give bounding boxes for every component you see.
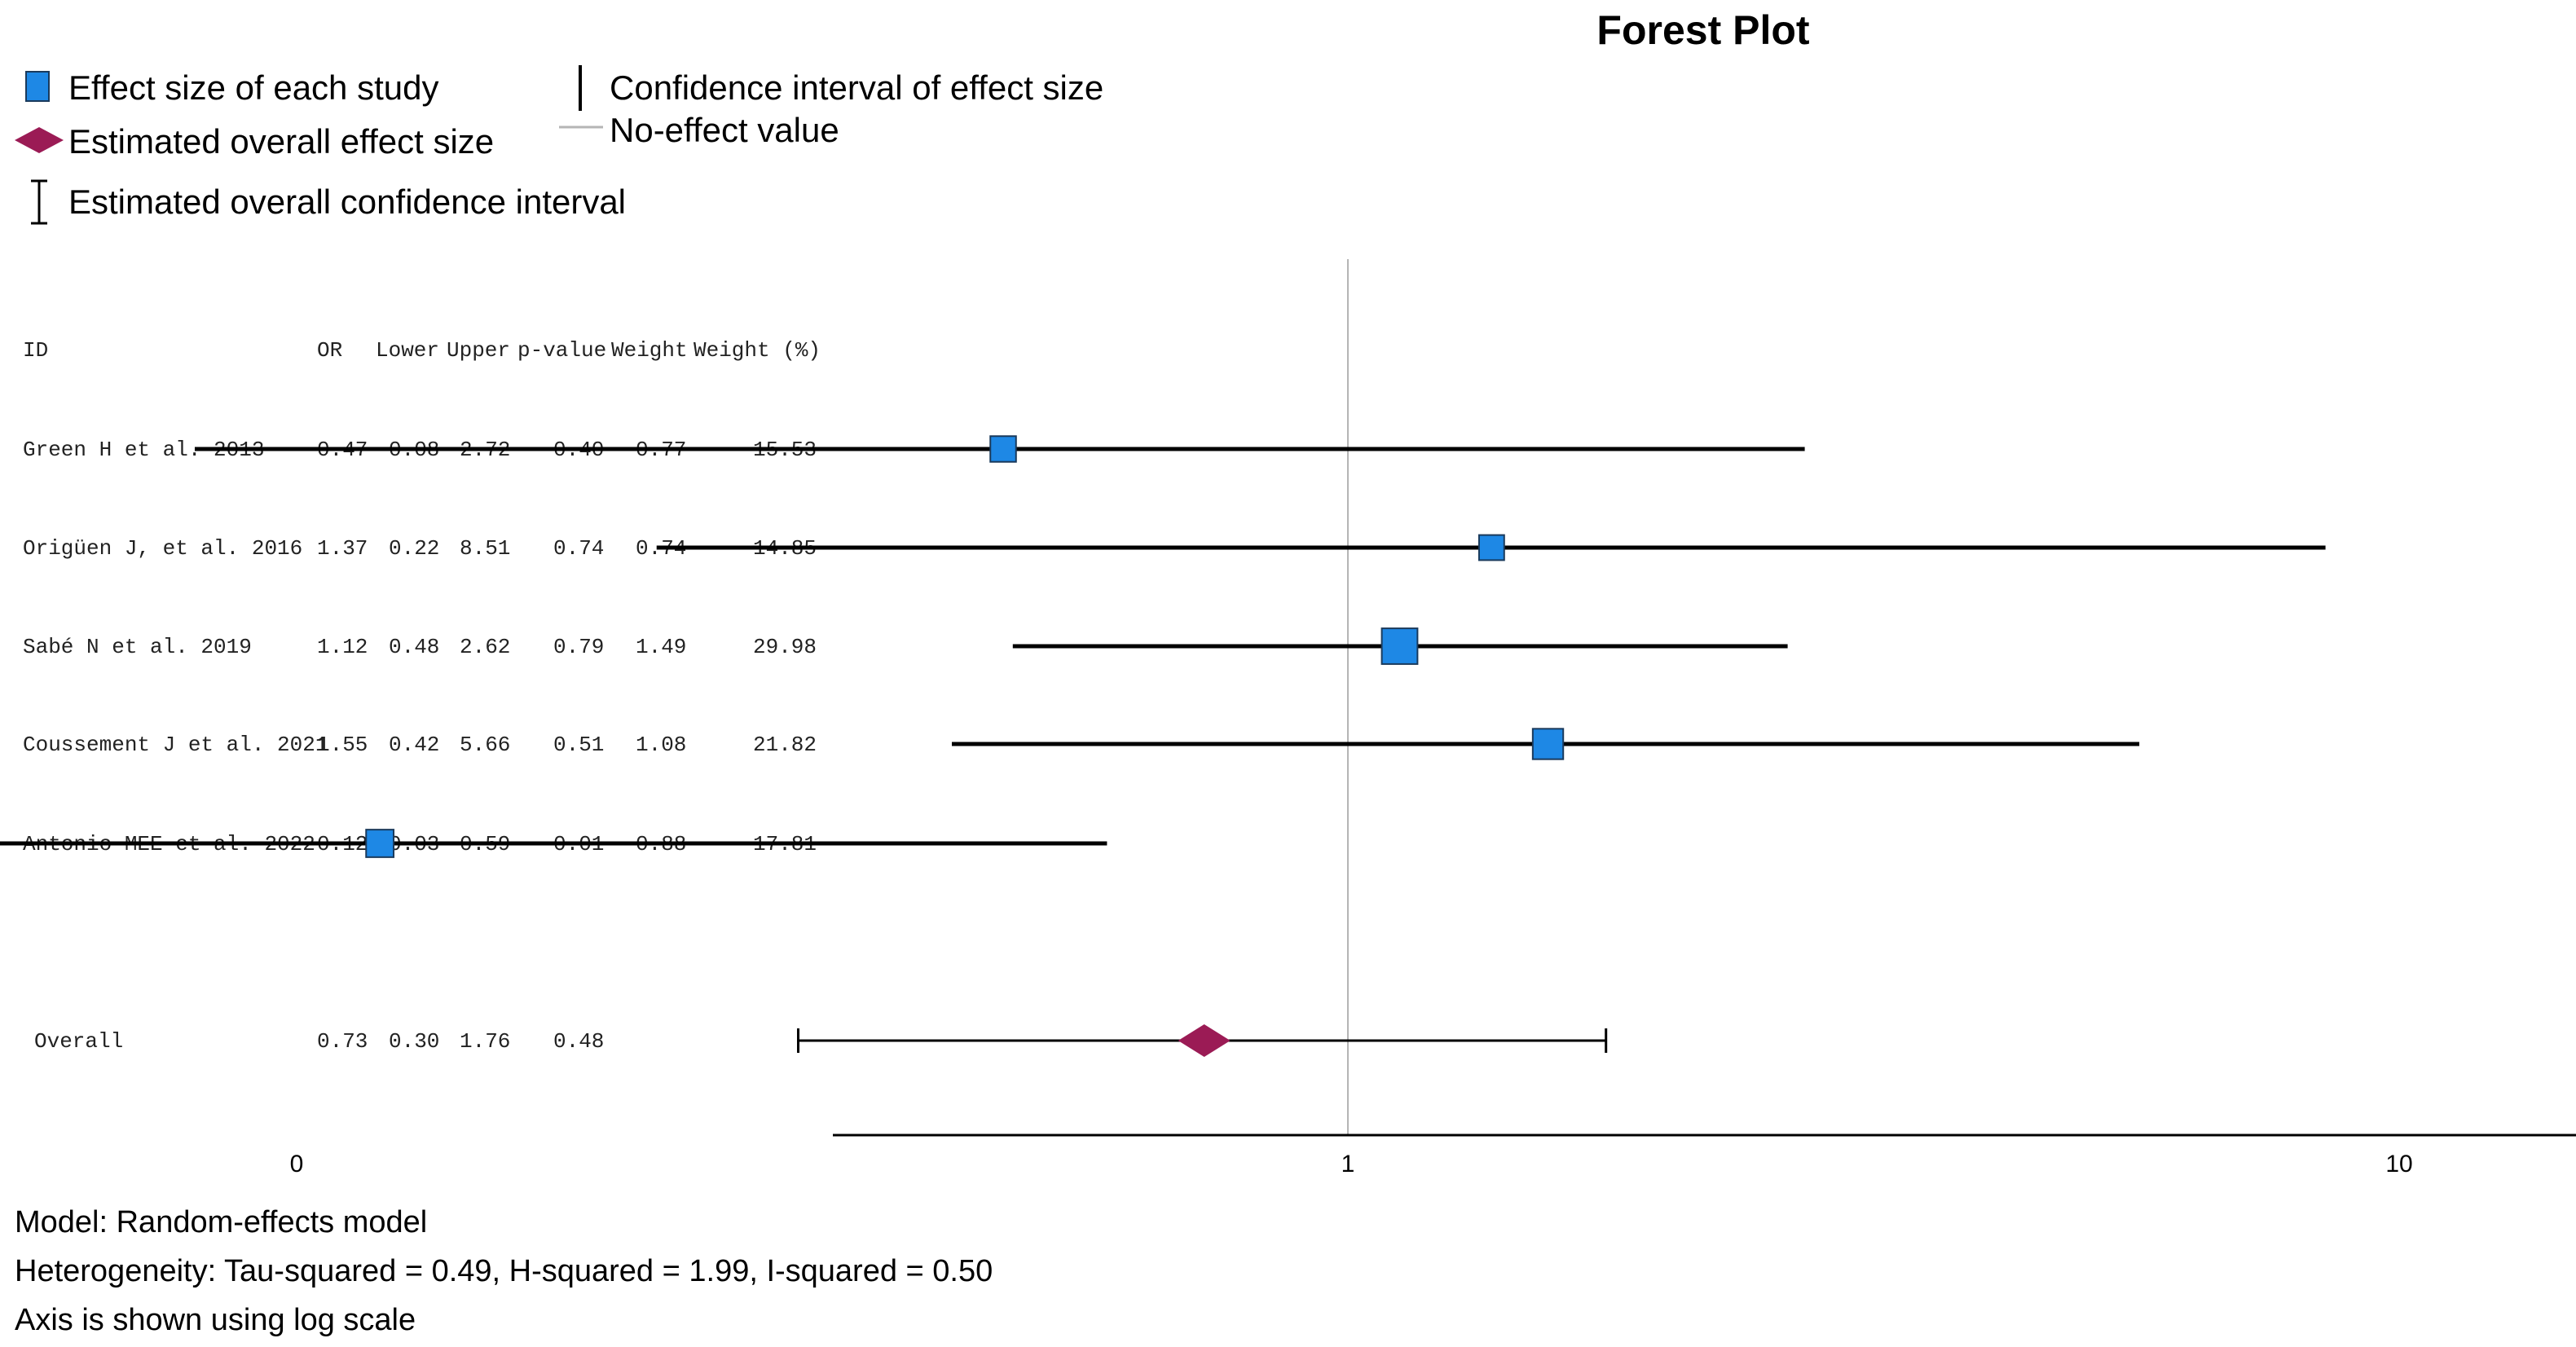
plot-area: 0 1 10 [0, 259, 2576, 1178]
study-effect-square [365, 829, 395, 858]
study-marks [0, 435, 2326, 858]
overall-lower: 0.30 [389, 1029, 439, 1054]
legend-interval-icon [31, 179, 47, 225]
study-id: Sabé N et al. 2019 [23, 635, 252, 659]
legend-overall-effect: Estimated overall effect size [68, 122, 494, 161]
study-upper: 8.51 [460, 536, 510, 561]
study-upper: 5.66 [460, 733, 510, 757]
study-id: Coussement J et al. 2021 [23, 733, 328, 757]
overall-effect-diamond [1178, 1024, 1231, 1057]
x-tick-label: 10 [2385, 1151, 2412, 1178]
table-row: Coussement J et al. 2021 1.55 0.42 5.66 … [23, 733, 817, 757]
study-effect-square [1477, 534, 1505, 561]
study-lower: 0.48 [389, 635, 439, 659]
study-id: Origüen J, et al. 2016 [23, 536, 302, 561]
x-tick-label: 1 [1341, 1151, 1355, 1178]
study-pvalue: 0.51 [553, 733, 604, 757]
overall-pvalue: 0.48 [553, 1029, 604, 1054]
study-or: 1.12 [317, 635, 368, 659]
study-weight: 1.49 [636, 635, 686, 659]
x-axis-ticks: 0 1 10 [290, 1151, 2413, 1178]
x-tick-label: 0 [290, 1151, 304, 1178]
col-header-pvalue: p-value [517, 338, 606, 363]
table-row-overall: Overall 0.73 0.30 1.76 0.48 [34, 1029, 604, 1054]
footnotes: Model: Random-effects model Heterogeneit… [15, 1205, 993, 1337]
overall-or: 0.73 [317, 1029, 368, 1054]
col-header-weight: Weight [611, 338, 688, 363]
col-header-lower: Lower [376, 338, 439, 363]
footnote-model: Model: Random-effects model [15, 1205, 427, 1239]
table-row: Origüen J, et al. 2016 1.37 0.22 8.51 0.… [23, 536, 817, 561]
study-or: 1.37 [317, 536, 368, 561]
study-effect-square [1531, 728, 1565, 760]
overall-id: Overall [34, 1029, 123, 1054]
study-effect-square [989, 435, 1017, 463]
study-or: 1.55 [317, 733, 368, 757]
overall-upper: 1.76 [460, 1029, 510, 1054]
legend-overall-ci: Estimated overall confidence interval [68, 183, 626, 221]
legend-no-effect: No-effect value [610, 111, 839, 149]
col-header-upper: Upper [447, 338, 510, 363]
table-row: Sabé N et al. 2019 1.12 0.48 2.62 0.79 1… [23, 635, 817, 659]
col-header-id: ID [23, 338, 48, 363]
study-effect-square [1380, 627, 1419, 665]
legend-effect-size: Effect size of each study [68, 68, 438, 107]
overall-marks [796, 1024, 1608, 1057]
study-upper: 2.62 [460, 635, 510, 659]
legend: Effect size of each study Estimated over… [15, 65, 1103, 225]
study-lower: 0.42 [389, 733, 439, 757]
legend-diamond-icon [15, 127, 64, 153]
col-header-weight-pct: Weight (%) [694, 338, 821, 363]
footnote-heterogeneity: Heterogeneity: Tau-squared = 0.49, H-squ… [15, 1254, 993, 1288]
study-pvalue: 0.74 [553, 536, 604, 561]
legend-square-icon [25, 71, 50, 102]
footnote-axis-scale: Axis is shown using log scale [15, 1303, 416, 1337]
study-pvalue: 0.79 [553, 635, 604, 659]
study-lower: 0.22 [389, 536, 439, 561]
study-weight-pct: 29.98 [753, 635, 817, 659]
study-weight-pct: 21.82 [753, 733, 817, 757]
chart-title: Forest Plot [1596, 7, 1809, 53]
study-weight: 1.08 [636, 733, 686, 757]
col-header-or: OR [317, 338, 342, 363]
legend-ci: Confidence interval of effect size [610, 68, 1103, 107]
table-header: ID OR Lower Upper p-value Weight Weight … [23, 338, 821, 363]
